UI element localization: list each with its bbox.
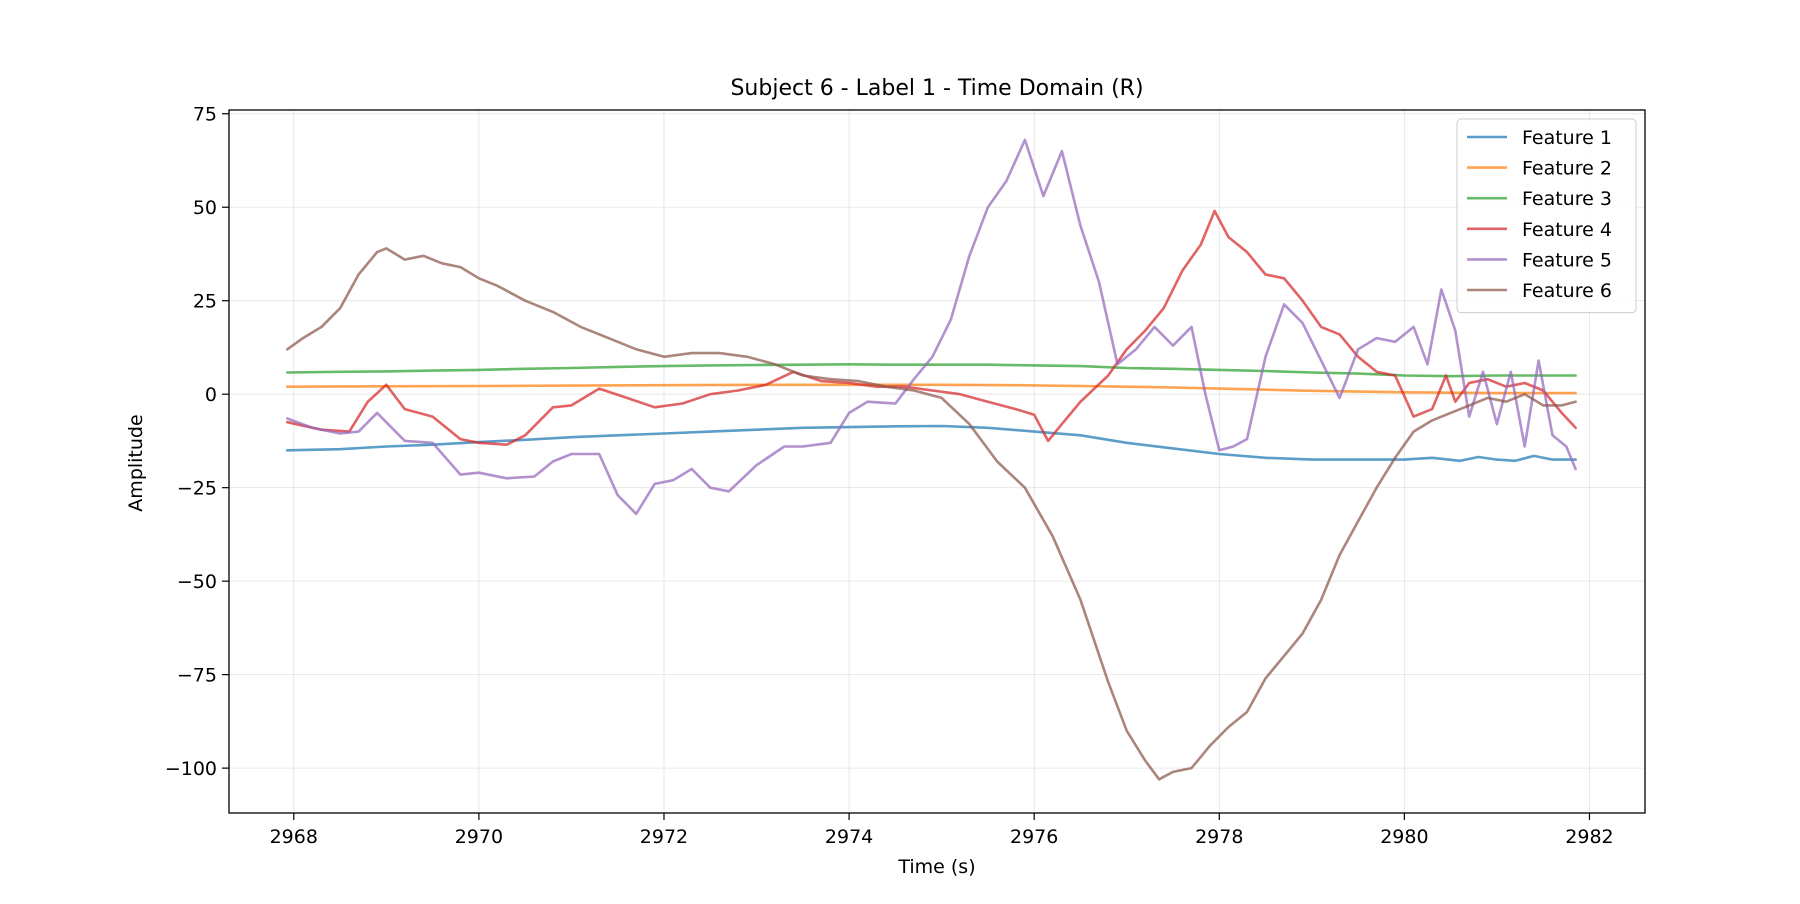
- x-tick-label: 2976: [1010, 826, 1058, 848]
- axis-ticks: 2968 2970 2972 2974 2976 2978 2980 2982 75 50 25 0 −…: [165, 104, 1614, 848]
- axes-frame: [228, 109, 1646, 814]
- chart-title: Subject 6 - Label 1 - Time Domain (R): [730, 76, 1143, 101]
- y-tick-label: −25: [177, 478, 217, 500]
- x-tick-label: 2970: [455, 826, 503, 848]
- y-tick-label: 0: [205, 384, 217, 406]
- series-line-5: [285, 138, 1577, 516]
- legend-label-6: Feature 6: [1522, 280, 1612, 302]
- y-tick-label: 25: [193, 291, 217, 313]
- y-tick-label: 50: [193, 197, 217, 219]
- legend-label-2: Feature 2: [1522, 158, 1612, 180]
- x-tick-label: 2972: [640, 826, 688, 848]
- x-tick-label: 2968: [270, 826, 318, 848]
- series-line-3: [285, 362, 1577, 378]
- y-tick-label: −50: [177, 571, 217, 593]
- x-axis-label: Time (s): [897, 856, 975, 878]
- y-tick-label: −100: [165, 758, 217, 780]
- series-line-2: [285, 383, 1577, 395]
- x-tick-label: 2980: [1380, 826, 1428, 848]
- plot-series: [285, 138, 1577, 781]
- series-line-4: [285, 209, 1577, 447]
- y-axis-label: Amplitude: [125, 414, 147, 511]
- x-tick-label: 2978: [1195, 826, 1243, 848]
- series-line-1: [285, 424, 1577, 463]
- series-line-6: [285, 247, 1577, 781]
- y-tick-label: 75: [193, 104, 217, 126]
- legend-label-3: Feature 3: [1522, 188, 1612, 210]
- x-tick-label: 2982: [1565, 826, 1613, 848]
- y-tick-label: −75: [177, 665, 217, 687]
- legend-label-1: Feature 1: [1522, 127, 1612, 149]
- x-tick-label: 2974: [825, 826, 873, 848]
- legend: Feature 1 Feature 2 Feature 3 Feature 4 Feat…: [1456, 118, 1637, 314]
- legend-label-5: Feature 5: [1522, 249, 1612, 271]
- legend-label-4: Feature 4: [1522, 219, 1612, 241]
